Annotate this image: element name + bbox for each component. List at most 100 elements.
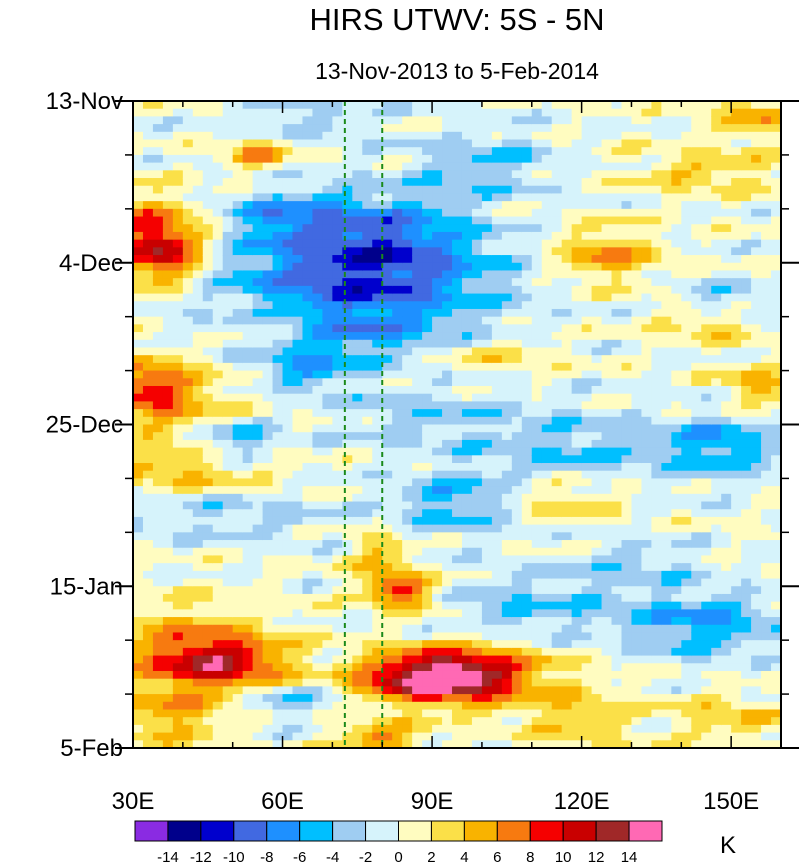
heatmap-cell — [133, 470, 144, 480]
heatmap-cell — [671, 355, 682, 364]
heatmap-cell — [432, 185, 443, 195]
heatmap-cell — [302, 409, 314, 418]
heatmap-cell — [152, 647, 164, 657]
heatmap-cell — [352, 255, 363, 264]
heatmap-cell — [142, 647, 154, 657]
heatmap-cell — [302, 586, 314, 595]
heatmap-cell — [551, 170, 563, 179]
heatmap-cell — [422, 339, 433, 349]
heatmap-cell — [452, 293, 463, 302]
heatmap-cell — [133, 609, 144, 618]
heatmap-cell — [551, 239, 563, 248]
heatmap-cell — [142, 339, 154, 349]
heatmap-cell — [322, 586, 333, 595]
heatmap-cell — [531, 108, 543, 117]
heatmap-cell — [212, 740, 224, 748]
heatmap-cell — [461, 339, 473, 349]
heatmap-cell — [412, 308, 423, 318]
heatmap-cell — [701, 455, 712, 464]
heatmap-cell — [551, 717, 563, 726]
heatmap-cell — [312, 332, 324, 341]
heatmap-cell — [452, 378, 463, 387]
heatmap-cell — [621, 586, 633, 595]
heatmap-cell — [641, 316, 652, 325]
heatmap-cell — [322, 147, 333, 156]
heatmap-cell — [541, 301, 553, 310]
heatmap-cell — [601, 609, 613, 618]
heatmap-cell — [312, 355, 324, 364]
heatmap-cell — [621, 293, 633, 302]
heatmap-cell — [591, 416, 603, 426]
heatmap-cell — [262, 524, 274, 533]
heatmap-cell — [471, 586, 483, 595]
heatmap-cell — [372, 332, 383, 341]
heatmap-cell — [232, 640, 244, 649]
heatmap-cell — [671, 139, 682, 148]
heatmap-cell — [641, 270, 652, 279]
heatmap-cell — [272, 131, 284, 141]
heatmap-cell — [442, 370, 453, 379]
heatmap-cell — [481, 470, 493, 480]
heatmap-cell — [611, 540, 623, 549]
heatmap-cell — [342, 601, 353, 610]
heatmap-cell — [651, 470, 662, 480]
heatmap-cell — [272, 547, 284, 557]
heatmap-cell — [242, 401, 254, 410]
heatmap-cell — [621, 732, 633, 741]
heatmap-cell — [372, 139, 383, 148]
heatmap-cell — [601, 593, 613, 603]
heatmap-cell — [342, 740, 353, 748]
heatmap-cell — [571, 347, 583, 356]
heatmap-cell — [232, 670, 244, 680]
heatmap-cell — [312, 116, 324, 125]
heatmap-cell — [521, 362, 533, 372]
heatmap-cell — [182, 617, 194, 626]
heatmap-cell — [511, 385, 523, 395]
heatmap-cell — [412, 655, 423, 664]
heatmap-cell — [342, 262, 353, 272]
heatmap-cell — [152, 185, 164, 195]
heatmap-cell — [372, 231, 383, 241]
heatmap-cell — [681, 393, 692, 402]
heatmap-cell — [681, 678, 692, 687]
heatmap-cell — [302, 285, 314, 295]
heatmap-cell — [222, 201, 234, 210]
heatmap-cell — [252, 624, 264, 634]
heatmap-cell — [312, 362, 324, 372]
heatmap-cell — [561, 385, 573, 395]
heatmap-cell — [681, 216, 692, 225]
heatmap-cell — [521, 570, 533, 580]
heatmap-cell — [631, 170, 643, 179]
heatmap-cell — [561, 455, 573, 464]
heatmap-cell — [133, 355, 144, 364]
heatmap-cell — [701, 385, 712, 395]
heatmap-cell — [631, 216, 643, 225]
heatmap-cell — [581, 655, 593, 664]
heatmap-cell — [701, 393, 712, 402]
heatmap-cell — [461, 601, 473, 610]
heatmap-cell — [402, 593, 413, 603]
heatmap-cell — [551, 663, 563, 672]
heatmap-cell — [661, 617, 672, 626]
heatmap-cell — [481, 193, 493, 202]
heatmap-cell — [681, 278, 692, 287]
heatmap-cell — [362, 301, 373, 310]
heatmap-cell — [511, 139, 523, 148]
heatmap-cell — [232, 717, 244, 726]
heatmap-cell — [182, 170, 194, 179]
heatmap-cell — [471, 393, 483, 402]
heatmap-cell — [282, 439, 294, 449]
heatmap-cell — [671, 447, 682, 456]
heatmap-cell — [242, 493, 254, 503]
heatmap-cell — [152, 724, 164, 734]
heatmap-cell — [611, 362, 623, 372]
heatmap-cell — [631, 231, 643, 241]
heatmap-cell — [332, 501, 343, 510]
heatmap-cell — [172, 432, 184, 441]
heatmap-cell — [312, 147, 324, 156]
heatmap-cell — [511, 416, 523, 426]
heatmap-cell — [452, 170, 463, 179]
heatmap-cell — [152, 486, 164, 495]
heatmap-cell — [402, 701, 413, 711]
